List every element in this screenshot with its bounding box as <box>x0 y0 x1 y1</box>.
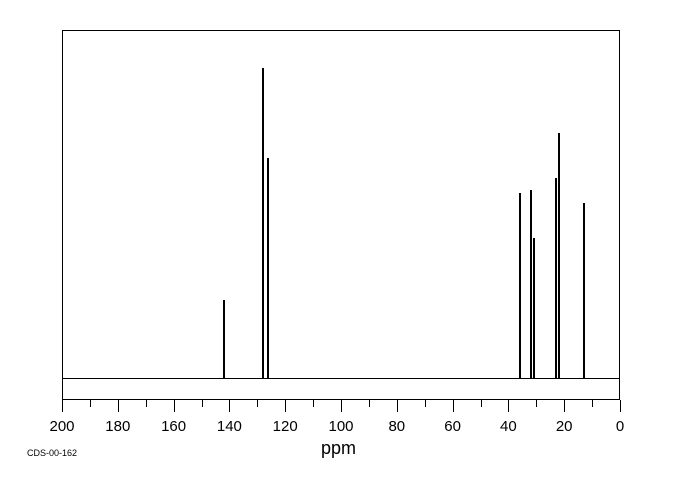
tick-label: 20 <box>556 418 573 435</box>
tick-major <box>229 400 230 412</box>
tick-major <box>508 400 509 412</box>
tick-label: 200 <box>49 418 74 435</box>
tick-minor <box>90 400 91 407</box>
tick-major <box>620 400 621 412</box>
tick-label: 60 <box>444 418 461 435</box>
peak <box>583 203 585 378</box>
tick-minor <box>425 400 426 407</box>
peak <box>223 300 225 378</box>
tick-label: 160 <box>161 418 186 435</box>
peak <box>530 190 532 378</box>
tick-major <box>62 400 63 412</box>
tick-minor <box>257 400 258 407</box>
baseline <box>62 378 620 379</box>
tick-major <box>174 400 175 412</box>
peak <box>558 133 560 378</box>
tick-label: 140 <box>217 418 242 435</box>
peak <box>267 158 269 378</box>
tick-label: 80 <box>388 418 405 435</box>
tick-major <box>564 400 565 412</box>
tick-minor <box>369 400 370 407</box>
tick-minor <box>481 400 482 407</box>
peak <box>262 68 264 378</box>
tick-major <box>453 400 454 412</box>
tick-major <box>397 400 398 412</box>
tick-minor <box>536 400 537 407</box>
tick-label: 120 <box>273 418 298 435</box>
tick-label: 0 <box>616 418 624 435</box>
tick-minor <box>313 400 314 407</box>
tick-label: 40 <box>500 418 517 435</box>
tick-label: 180 <box>105 418 130 435</box>
tick-major <box>341 400 342 412</box>
tick-major <box>118 400 119 412</box>
tick-minor <box>146 400 147 407</box>
peak <box>519 193 521 378</box>
footer-label: CDS-00-162 <box>27 448 77 458</box>
tick-minor <box>592 400 593 407</box>
tick-label: 100 <box>328 418 353 435</box>
plot-area <box>62 30 620 400</box>
x-axis-label: ppm <box>321 438 356 459</box>
tick-minor <box>202 400 203 407</box>
peak <box>533 238 535 378</box>
tick-major <box>285 400 286 412</box>
peak <box>555 178 557 378</box>
